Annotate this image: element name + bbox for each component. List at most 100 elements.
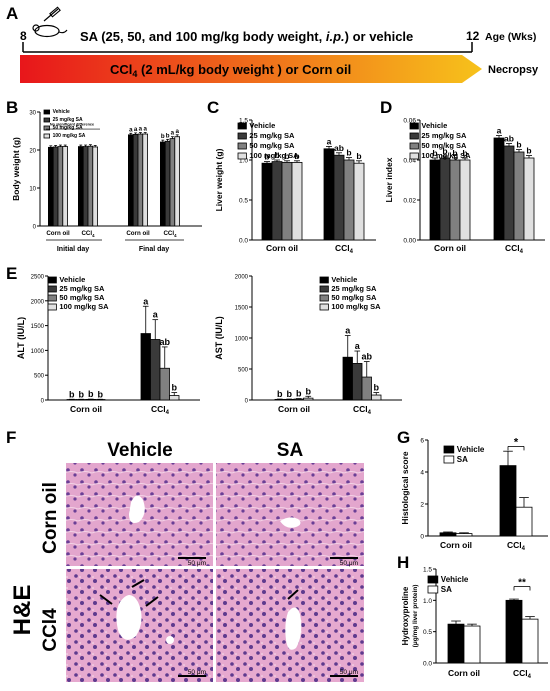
- histology-ccl4-vehicle: 50 μm: [66, 569, 213, 682]
- panel-label-e: E: [6, 264, 18, 283]
- significance-letter: a: [355, 341, 361, 351]
- significance-letter: ab: [361, 352, 372, 362]
- x-tick-label: CCl4: [335, 243, 354, 255]
- significance-letter: b: [516, 140, 521, 150]
- panel-label-h: H: [397, 553, 410, 572]
- significance-letter: b: [172, 383, 178, 393]
- significance-letter: ab: [504, 134, 514, 144]
- significance-letter: b: [294, 151, 299, 161]
- bar: [493, 137, 505, 241]
- y-axis-title: Liver weight (g): [214, 148, 224, 211]
- legend-swatch: [319, 276, 329, 284]
- significance-letter: a: [139, 126, 143, 133]
- panel-f-histology: H&E Corn oil CCl4 Vehicle SA 50 μm 50 μm…: [9, 440, 364, 682]
- bar: [128, 134, 134, 227]
- bar: [521, 618, 539, 664]
- y-axis-title: AST (IU/L): [214, 316, 224, 360]
- legend-swatch: [47, 285, 57, 293]
- y-tick-label: 0.02: [403, 198, 416, 205]
- y-axis-title-2: (μg/mg liver protein): [412, 585, 419, 648]
- legend-swatch: [409, 152, 419, 160]
- panel-label-g: G: [397, 428, 411, 447]
- bar: [169, 395, 180, 401]
- significance-letter: b: [287, 389, 293, 399]
- significance-letter: a: [134, 126, 138, 133]
- age-unit: Age (Wks): [485, 31, 536, 43]
- bar: [505, 599, 523, 664]
- y-tick-label: 1.5: [239, 118, 248, 125]
- bar: [361, 376, 372, 401]
- significance-letter: b: [69, 389, 75, 399]
- bar: [439, 532, 457, 537]
- legend-label: 50 mg/kg SA: [331, 293, 377, 302]
- panel-label-c: C: [207, 98, 220, 117]
- significance-letter: a: [345, 326, 351, 336]
- bar: [169, 138, 176, 227]
- significance-letter: b: [452, 148, 457, 158]
- bar: [447, 623, 465, 664]
- significance-letter: b: [346, 148, 351, 158]
- end-age: 12: [466, 29, 480, 43]
- y-tick-label: 2000: [235, 275, 249, 281]
- y-tick-label: 0.0: [239, 238, 248, 245]
- bar: [159, 141, 166, 227]
- legend-swatch: [319, 285, 329, 293]
- y-tick-label: 0.0: [423, 661, 432, 668]
- legend-swatch: [47, 276, 57, 284]
- legend-label: 25 mg/kg SA: [421, 131, 467, 140]
- significance-letter: a: [143, 126, 147, 133]
- legend-label: Vehicle: [249, 121, 275, 130]
- legend-swatch: [443, 445, 455, 454]
- legend-label: 50 mg/kg SA: [59, 293, 105, 302]
- histology-ccl4-sa: 50 μm: [216, 569, 364, 682]
- x-tick-label: Corn oil: [46, 230, 70, 237]
- x-tick-label: CCl4: [151, 404, 170, 416]
- bar: [293, 398, 304, 401]
- significance-letter: b: [274, 150, 279, 160]
- significance-letter: a: [171, 130, 175, 137]
- bar: [140, 333, 151, 401]
- treatment-text: SA (25, 50, and 100 mg/kg body weight, i…: [80, 29, 413, 44]
- y-tick-label: 1000: [235, 337, 249, 343]
- panel-label-d: D: [380, 98, 393, 117]
- significance-mark: **: [518, 578, 526, 589]
- legend-label: Vehicle: [421, 121, 447, 130]
- significance-letter: a: [129, 126, 133, 133]
- y-tick-label: 2000: [31, 299, 45, 305]
- y-tick-label: 1.0: [423, 598, 432, 605]
- y-tick-label: 0: [245, 399, 249, 405]
- legend-swatch: [237, 152, 247, 160]
- y-tick-label: 1500: [235, 306, 249, 312]
- legend-swatch: [319, 303, 329, 311]
- legend-label: Vehicle: [457, 445, 485, 454]
- legend-swatch: [409, 122, 419, 130]
- x-tick-label: CCl4: [513, 668, 532, 680]
- legend-swatch: [43, 133, 50, 139]
- y-axis-title: Hydroxyproline: [401, 586, 410, 645]
- significance-letter: b: [356, 151, 361, 161]
- y-tick-label: 4: [420, 470, 424, 477]
- x-tick-label: CCl4: [353, 404, 372, 416]
- bar: [353, 162, 365, 241]
- legend-swatch: [427, 575, 439, 584]
- panel-label-a: A: [6, 4, 19, 23]
- y-tick-label: 0.00: [403, 238, 416, 245]
- svg-text:50 μm: 50 μm: [188, 560, 206, 567]
- panel-label-b: B: [6, 98, 19, 117]
- col-label-sa: SA: [277, 440, 304, 461]
- legend-swatch: [43, 117, 50, 123]
- bar: [82, 146, 89, 227]
- legend-swatch: [43, 125, 50, 131]
- bar: [87, 145, 94, 227]
- x-tick-label: Corn oil: [126, 230, 150, 237]
- significance-letter: b: [264, 152, 269, 162]
- y-tick-label: 0.06: [403, 118, 416, 125]
- legend-label: 100 mg/kg SA: [249, 151, 299, 160]
- bar: [284, 398, 295, 401]
- y-tick-label: 500: [238, 368, 249, 374]
- significance-letter: b: [432, 148, 437, 158]
- y-axis-title: ALT (IU/L): [16, 317, 26, 359]
- panel-label-f: F: [6, 428, 17, 447]
- bar: [174, 136, 181, 227]
